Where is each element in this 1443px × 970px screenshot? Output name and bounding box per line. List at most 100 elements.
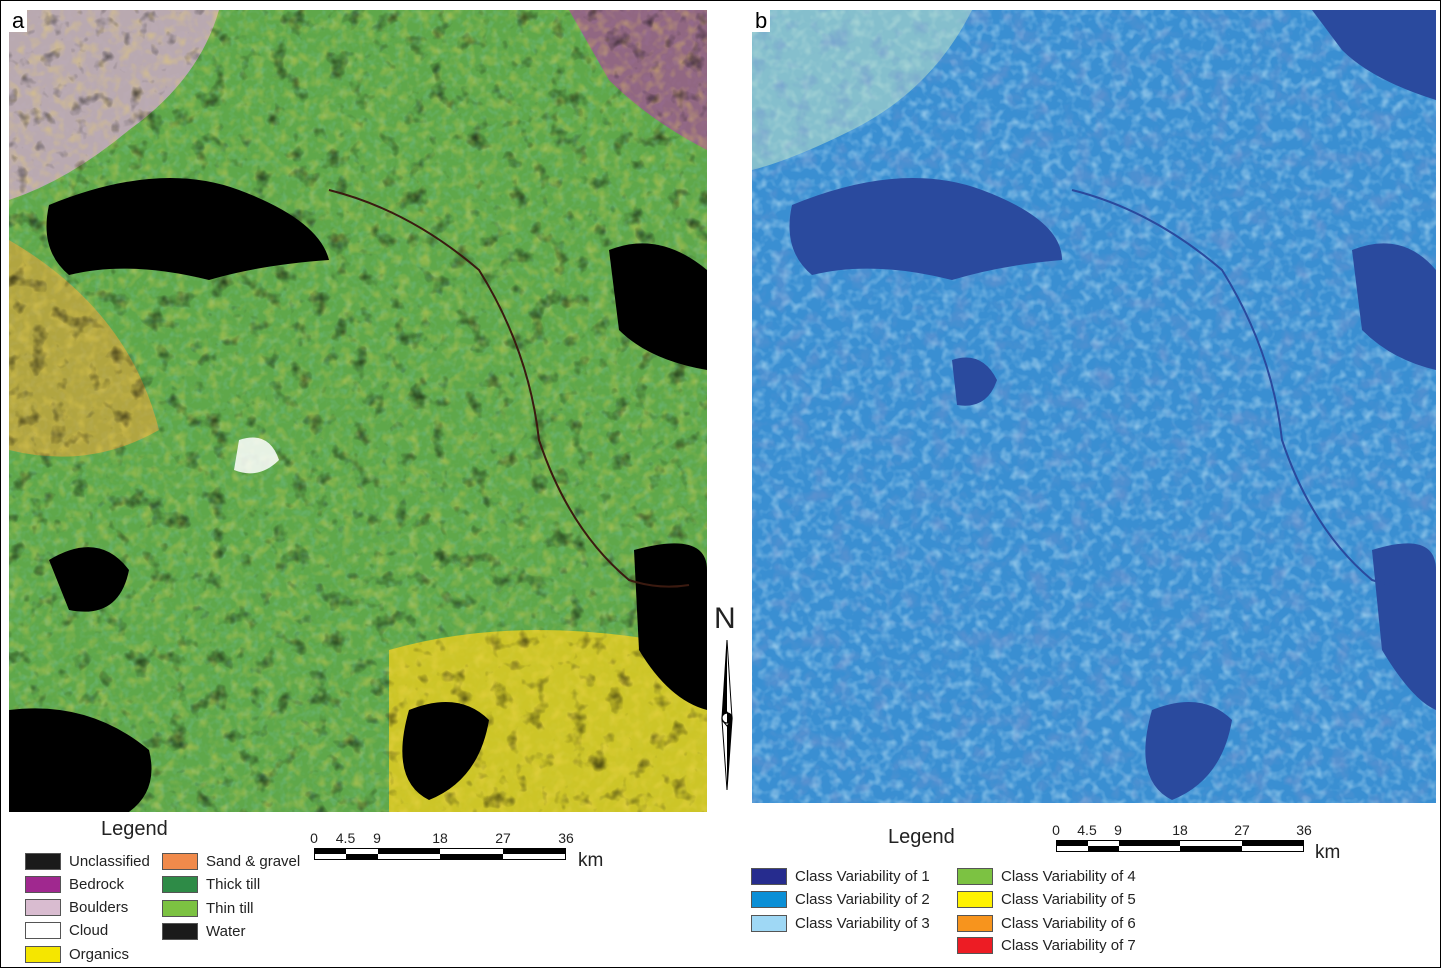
scale-segment — [377, 854, 440, 859]
panel-letter-b: b — [752, 10, 771, 32]
scale-segment — [315, 849, 347, 854]
legend-b-label: Class Variability of 7 — [1001, 936, 1136, 954]
legend-b-swatch — [957, 936, 993, 954]
scale-segment — [502, 849, 565, 854]
legend-a-item: Cloud — [25, 920, 108, 940]
legend-b-item: Class Variability of 5 — [957, 889, 1136, 909]
classified-map-panel — [9, 10, 707, 812]
scale-segment — [440, 849, 503, 854]
legend-a-item: Sand & gravel — [162, 851, 300, 871]
legend-b-label: Class Variability of 3 — [795, 914, 930, 932]
legend-b-label: Class Variability of 1 — [795, 867, 930, 885]
scale-tick-label: 36 — [1296, 822, 1312, 838]
legend-a-label: Water — [206, 922, 246, 940]
legend-b-item: Class Variability of 3 — [751, 913, 930, 933]
scale-tick-label: 9 — [1114, 822, 1122, 838]
scale-segment — [1057, 846, 1088, 851]
legend-b-label: Class Variability of 4 — [1001, 867, 1136, 885]
scale-tick-label: 4.5 — [1077, 822, 1097, 838]
legend-b-title: Legend — [888, 826, 955, 848]
scale-b-unit: km — [1315, 842, 1341, 863]
north-arrow-icon — [721, 640, 733, 791]
scale-tick-label: 4.5 — [335, 830, 356, 846]
scale-tick-label: 27 — [495, 830, 511, 846]
legend-a-swatch — [162, 922, 198, 940]
class-variability-map-image — [752, 10, 1436, 803]
legend-b-item: Class Variability of 6 — [957, 913, 1136, 933]
legend-a-item: Bedrock — [25, 874, 124, 894]
classified-map-image — [9, 10, 707, 812]
scale-segment — [377, 849, 440, 854]
legend-a-swatch — [162, 899, 198, 917]
legend-b-item: Class Variability of 2 — [751, 889, 930, 909]
scale-tick-label: 9 — [373, 830, 381, 846]
scale-bar-a: 0 4.5 9 18 27 36 — [310, 830, 574, 860]
legend-a-label: Cloud — [69, 921, 109, 939]
legend-a-label: Sand & gravel — [206, 852, 301, 870]
scale-segment — [1087, 841, 1119, 846]
class-variability-map-panel — [752, 10, 1436, 803]
scale-tick-label: 18 — [1172, 822, 1188, 838]
north-letter: N — [714, 602, 736, 635]
legend-a-swatch — [25, 852, 61, 870]
legend-b-swatch — [751, 890, 787, 908]
legend-b-label: Class Variability of 5 — [1001, 890, 1136, 908]
legend-a-swatch — [162, 875, 198, 893]
scale-segment — [1241, 846, 1303, 851]
legend-b-swatch — [751, 914, 787, 932]
scale-tick-label: 18 — [432, 830, 448, 846]
scale-bar-b: 0 4.5 9 18 27 36 — [1052, 822, 1312, 852]
north-arrow: N — [712, 604, 742, 794]
legend-a-item: Unclassified — [25, 851, 150, 871]
legend-a-item: Thick till — [162, 874, 260, 894]
legend-a-swatch — [25, 921, 61, 939]
scale-segment — [346, 849, 378, 854]
legend-b-swatch — [751, 867, 787, 885]
legend-a-swatch — [25, 898, 61, 916]
legend-a-title: Legend — [101, 818, 168, 840]
scale-b-ticks: 0 4.5 9 18 27 36 — [1052, 822, 1312, 840]
scale-a-bar — [314, 848, 566, 860]
legend-a-item: Water — [162, 921, 245, 941]
scale-segment — [346, 854, 378, 859]
scale-segment — [1057, 841, 1088, 846]
legend-a-item: Boulders — [25, 897, 128, 917]
legend-a-label: Boulders — [69, 898, 129, 916]
scale-segment — [1180, 841, 1242, 846]
scale-segment — [1180, 846, 1242, 851]
legend-a-swatch — [25, 875, 61, 893]
legend-b-swatch — [957, 867, 993, 885]
scale-segment — [502, 854, 565, 859]
legend-a-label: Bedrock — [69, 875, 125, 893]
scale-segment — [1241, 841, 1303, 846]
legend-a-swatch — [25, 945, 61, 963]
scale-segment — [440, 854, 503, 859]
legend-a-label: Organics — [69, 945, 130, 963]
legend-a-label: Thin till — [206, 899, 254, 917]
scale-tick-label: 36 — [558, 830, 574, 846]
scale-segment — [315, 854, 347, 859]
panel-letter-a: a — [9, 10, 28, 32]
legend-b-item: Class Variability of 7 — [957, 935, 1136, 955]
legend-b-label: Class Variability of 6 — [1001, 914, 1136, 932]
scale-a-ticks: 0 4.5 9 18 27 36 — [310, 830, 574, 848]
scale-b-bar — [1056, 840, 1304, 852]
scale-tick-label: 0 — [1052, 822, 1060, 838]
legend-b-item: Class Variability of 4 — [957, 866, 1136, 886]
legend-a-item: Organics — [25, 944, 129, 964]
legend-b-swatch — [957, 890, 993, 908]
legend-b-label: Class Variability of 2 — [795, 890, 930, 908]
scale-tick-label: 0 — [310, 830, 318, 846]
legend-a-label: Unclassified — [69, 852, 150, 870]
scale-segment — [1118, 841, 1180, 846]
scale-segment — [1118, 846, 1180, 851]
legend-b-swatch — [957, 914, 993, 932]
legend-a-label: Thick till — [206, 875, 261, 893]
legend-a-item: Thin till — [162, 898, 254, 918]
legend-a-swatch — [162, 852, 198, 870]
scale-a-unit: km — [578, 850, 604, 871]
legend-b-item: Class Variability of 1 — [751, 866, 930, 886]
scale-tick-label: 27 — [1234, 822, 1250, 838]
scale-segment — [1087, 846, 1119, 851]
